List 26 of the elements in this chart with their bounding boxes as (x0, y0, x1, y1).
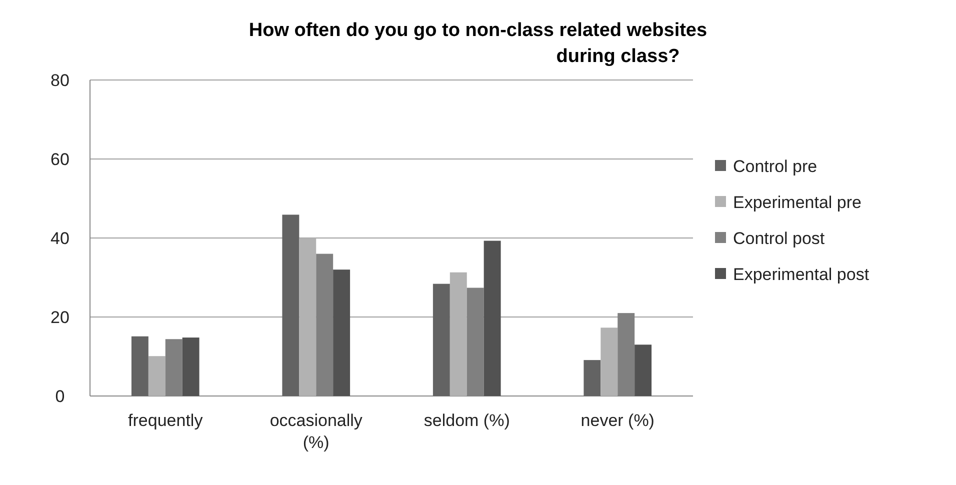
bar (432, 284, 450, 396)
bar (584, 360, 601, 396)
bar (484, 240, 501, 396)
bar (634, 344, 652, 396)
x-tick-label: seldom (%) (424, 411, 510, 430)
bar (299, 238, 316, 396)
x-tick-label: occasionally (%) (270, 411, 363, 452)
bar (148, 356, 166, 396)
bar (282, 214, 300, 396)
y-tick-label: 80 (50, 70, 70, 90)
y-tick-label: 0 (55, 386, 65, 406)
x-tick-label: frequently (128, 411, 204, 430)
legend-label: Experimental pre (733, 192, 862, 212)
legend-label: Control post (733, 228, 825, 248)
bar (450, 272, 467, 396)
bar (333, 270, 350, 396)
y-tick-label: 20 (50, 308, 70, 327)
y-tick-label: 40 (50, 228, 70, 248)
legend-label: Control pre (733, 156, 818, 176)
y-tick-label: 60 (50, 150, 70, 169)
legend-label: Experimental post (733, 264, 870, 284)
bar (600, 328, 618, 396)
chart-title: How often do you go to non-class related websites during class? (248, 20, 708, 67)
bar (131, 336, 148, 396)
x-tick-label: never (%) (580, 411, 654, 430)
bar (182, 338, 200, 396)
